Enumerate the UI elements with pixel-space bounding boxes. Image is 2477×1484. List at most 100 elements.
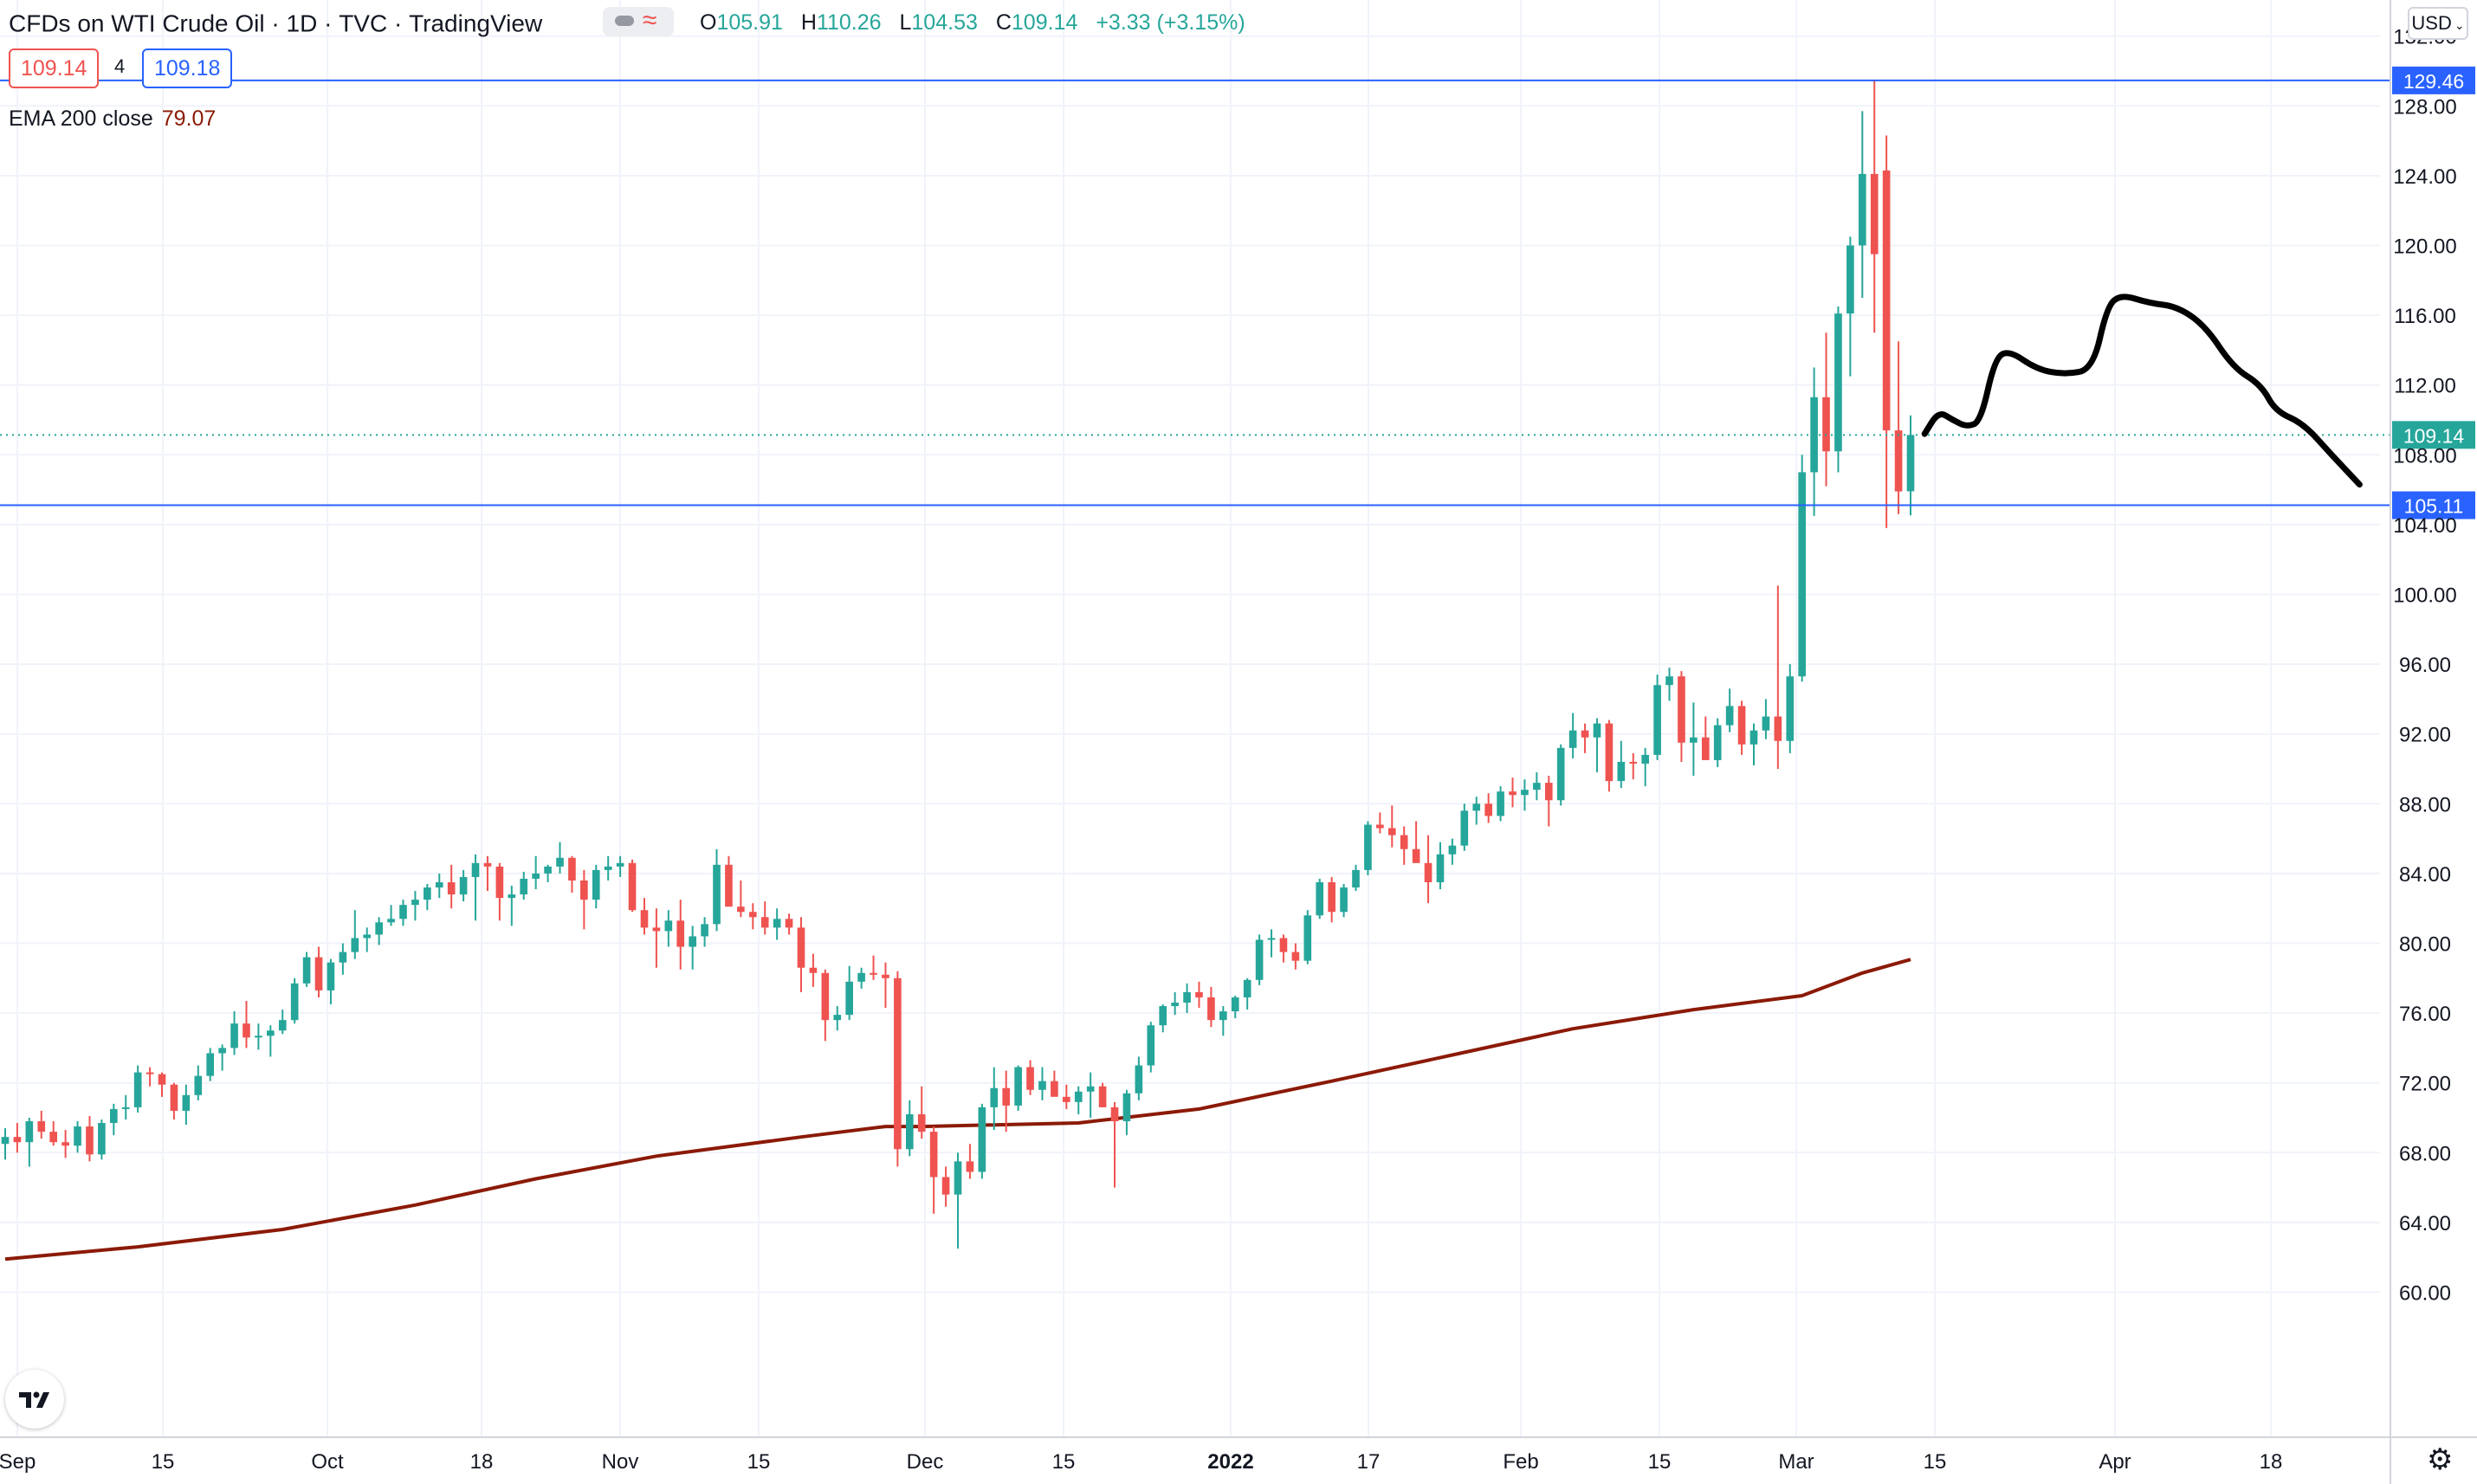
candle-body — [110, 1108, 118, 1124]
freehand-drawing[interactable] — [1921, 294, 2363, 488]
x-tick-label: Mar — [1778, 1450, 1814, 1474]
x-tick-label: 18 — [470, 1450, 494, 1474]
x-tick-label: Dec — [907, 1450, 944, 1474]
exchange: TVC — [339, 10, 388, 37]
data-status-pill[interactable]: ≈ — [603, 6, 674, 36]
candle-body — [941, 1177, 950, 1195]
candle-body — [1629, 761, 1638, 764]
candle-body — [1448, 845, 1457, 855]
candle-body — [435, 881, 443, 888]
candle-body — [1690, 737, 1698, 743]
source: TradingView — [409, 10, 543, 37]
candle-body — [773, 919, 781, 928]
candle-body — [676, 920, 685, 947]
y-tick-label: 116.00 — [2394, 305, 2456, 328]
ema-200-line — [4, 958, 1911, 1261]
candle-body — [218, 1048, 226, 1054]
candle-body — [483, 862, 492, 867]
candle-body — [1038, 1081, 1046, 1090]
candle-body — [375, 922, 383, 935]
candle-body — [13, 1137, 22, 1143]
x-tick-label: 15 — [1924, 1450, 1947, 1474]
currency-dropdown[interactable]: USD ⌄ — [2408, 7, 2468, 40]
candle-body — [1376, 824, 1384, 829]
ohlc-values: O105.91 H110.26 L104.53 C109.14 +3.33 (+… — [700, 7, 1245, 38]
candle-body — [1737, 706, 1746, 745]
candle-body — [98, 1123, 106, 1155]
y-tick-label: 112.00 — [2394, 375, 2456, 398]
candle-body — [1171, 1003, 1179, 1007]
x-tick-label: 17 — [1357, 1450, 1381, 1474]
candle-body — [1159, 1006, 1167, 1026]
legend-separator: · — [271, 10, 287, 37]
candle-body — [1846, 245, 1854, 314]
x-tick-label: 15 — [152, 1450, 175, 1474]
candle-body — [267, 1030, 275, 1036]
candle-body — [821, 972, 830, 1021]
symbol-legend[interactable]: CFDs on WTI Crude Oil · 1D · TVC · Tradi… — [9, 7, 542, 38]
candle-body — [592, 869, 600, 900]
candle-body — [25, 1121, 34, 1143]
candle-body — [1352, 869, 1360, 888]
candle-body — [857, 972, 865, 982]
candle-body — [1617, 761, 1626, 782]
buy-button[interactable]: 109.18 — [142, 48, 233, 88]
candle-body — [1544, 783, 1553, 801]
x-tick-label: Nov — [602, 1450, 639, 1474]
candle-body — [1110, 1107, 1119, 1122]
y-tick-label: 72.00 — [2399, 1073, 2451, 1096]
candle-body — [459, 876, 468, 895]
candle-body — [1014, 1067, 1022, 1106]
candle-body — [278, 1020, 287, 1031]
candle-body — [978, 1107, 986, 1172]
candle-body — [1834, 313, 1842, 452]
x-tick-label: Sep — [0, 1450, 36, 1474]
sell-button[interactable]: 109.14 — [9, 48, 100, 88]
candle-body — [1533, 783, 1541, 790]
candle-body — [1195, 991, 1203, 997]
candle-body — [230, 1023, 238, 1048]
candle-body — [1026, 1067, 1034, 1090]
gear-icon[interactable]: ⚙ — [2427, 1443, 2454, 1476]
y-tick-label: 108.00 — [2393, 444, 2456, 468]
chevron-down-icon: ⌄ — [2454, 18, 2465, 32]
x-tick-label: 15 — [1648, 1450, 1672, 1474]
candle-body — [170, 1084, 178, 1111]
candle-body — [1725, 706, 1734, 726]
candle-body — [556, 857, 564, 867]
candle-body — [1786, 676, 1795, 741]
ema-value: 79.07 — [161, 106, 217, 131]
x-tick-label: 15 — [747, 1450, 771, 1474]
candle-body — [520, 878, 528, 895]
last-price-label-bg — [2392, 421, 2475, 449]
y-tick-label: 68.00 — [2399, 1142, 2451, 1165]
close-label: C — [995, 10, 1012, 35]
candle-body — [1762, 716, 1770, 731]
brush-drawing-path[interactable] — [1921, 294, 2363, 488]
candle-body — [797, 927, 805, 968]
ema-legend[interactable]: EMA 200 close 79.07 — [9, 104, 216, 133]
y-tick-label: 100.00 — [2393, 584, 2456, 608]
candle-body — [1858, 173, 1866, 246]
candle-body — [1147, 1025, 1155, 1066]
currency-label: USD — [2411, 12, 2452, 34]
high-label: H — [800, 10, 817, 35]
candle-body — [1424, 862, 1433, 882]
x-tick-label: Apr — [2099, 1450, 2131, 1474]
candle-body — [1098, 1086, 1107, 1107]
x-tick-label: 2022 — [1207, 1450, 1253, 1474]
y-tick-label: 128.00 — [2393, 95, 2456, 119]
candle-body — [905, 1113, 914, 1150]
minus-icon — [615, 16, 634, 26]
wave-icon: ≈ — [643, 6, 657, 35]
tradingview-logo-icon[interactable] — [5, 1370, 64, 1429]
candle-body — [1701, 737, 1710, 760]
horizontal-lines[interactable]: 129.46 105.11 109.14 — [0, 66, 2475, 519]
candle-body — [1484, 803, 1492, 816]
candle-body — [339, 952, 347, 963]
candle-body — [760, 917, 769, 928]
candle-body — [74, 1126, 81, 1146]
candle-body — [1219, 1011, 1227, 1021]
horizontal-line-label: 105.11 — [2404, 495, 2464, 518]
